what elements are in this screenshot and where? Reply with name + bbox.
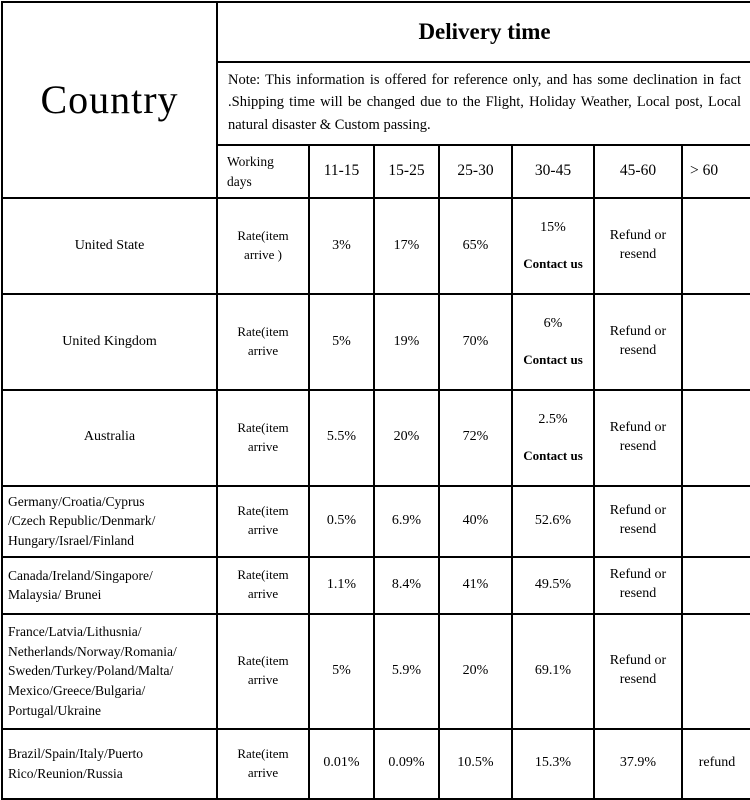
value-cell-45-60: Refund or resend — [593, 197, 683, 296]
table-row-australia: Australia Rate(item arrive 5.5% 20% 72% … — [1, 388, 750, 487]
value-cell-11-15: 0.01% — [308, 727, 375, 800]
rate-label-cell: Rate(item arrive — [216, 612, 310, 730]
value-cell-45-60: Refund or resend — [593, 293, 683, 391]
value-cell-30-45: 2.5% Contact us — [511, 388, 595, 487]
column-header-working-days: Working days — [216, 144, 310, 200]
column-header-11-15: 11-15 — [308, 144, 375, 200]
table-row-canada-group: Canada/Ireland/Singapore/ Malaysia/ Brun… — [1, 555, 750, 615]
rate-label-cell: Rate(item arrive — [216, 484, 310, 558]
contact-us-label: Contact us — [523, 447, 583, 463]
rate-label-cell: Rate(item arrive — [216, 727, 310, 800]
value-cell-15-25: 0.09% — [373, 727, 440, 800]
value-cell-25-30: 70% — [438, 293, 513, 391]
header-row-columns: Working days 11-15 15-25 25-30 30-45 45-… — [2, 144, 750, 200]
rate-label-cell: Rate(item arrive — [216, 555, 310, 615]
rate-label-cell: Rate(item arrive — [216, 388, 310, 487]
country-cell: France/Latvia/Lithusnia/ Netherlands/Nor… — [1, 612, 218, 730]
value-cell-11-15: 0.5% — [308, 484, 375, 558]
table-row-germany-group: Germany/Croatia/Cyprus /Czech Republic/D… — [1, 484, 750, 558]
value-cell-gt60 — [680, 612, 750, 730]
value-cell-15-25: 20% — [373, 388, 440, 487]
value-cell-30-45: 49.5% — [511, 555, 595, 615]
country-cell: Australia — [1, 388, 218, 487]
value-cell-gt60 — [680, 484, 750, 558]
column-header-25-30: 25-30 — [438, 144, 513, 200]
value-cell-25-30: 41% — [438, 555, 513, 615]
header-row-note: Note: This information is offered for re… — [2, 60, 750, 147]
value-cell-45-60: 37.9% — [593, 727, 683, 800]
value-cell-11-15: 5% — [308, 293, 375, 391]
value-cell-45-60: Refund or resend — [593, 555, 683, 615]
value-percent: 6% — [543, 316, 563, 332]
column-header-30-45: 30-45 — [511, 144, 595, 200]
country-cell: Germany/Croatia/Cyprus /Czech Republic/D… — [1, 484, 218, 558]
country-header: Country — [1, 0, 218, 200]
rate-label-cell: Rate(item arrive — [216, 293, 310, 391]
column-header-15-25: 15-25 — [373, 144, 440, 200]
value-cell-15-25: 5.9% — [373, 612, 440, 730]
country-cell: Canada/Ireland/Singapore/ Malaysia/ Brun… — [1, 555, 218, 615]
value-cell-15-25: 17% — [373, 197, 440, 296]
value-cell-30-45: 15.3% — [511, 727, 595, 800]
value-cell-11-15: 3% — [308, 197, 375, 296]
value-cell-11-15: 5% — [308, 612, 375, 730]
country-cell: United Kingdom — [1, 293, 218, 391]
value-cell-30-45: 69.1% — [511, 612, 595, 730]
header-row-title: Country Delivery time — [1, 0, 750, 200]
value-cell-25-30: 10.5% — [438, 727, 513, 800]
column-header-45-60: 45-60 — [593, 144, 683, 200]
country-cell: United State — [1, 197, 218, 296]
table-row-united-kingdom: United Kingdom Rate(item arrive 5% 19% 7… — [1, 293, 750, 391]
column-header-gt-60: > 60 — [680, 144, 750, 200]
value-cell-30-45: 6% Contact us — [511, 293, 595, 391]
value-cell-30-45: 52.6% — [511, 484, 595, 558]
value-percent: 2.5% — [538, 411, 568, 427]
value-percent: 15% — [540, 220, 566, 236]
contact-us-label: Contact us — [523, 352, 583, 368]
value-cell-45-60: Refund or resend — [593, 612, 683, 730]
value-cell-11-15: 5.5% — [308, 388, 375, 487]
value-cell-25-30: 40% — [438, 484, 513, 558]
value-cell-25-30: 20% — [438, 612, 513, 730]
value-cell-30-45: 15% Contact us — [511, 197, 595, 296]
value-cell-25-30: 72% — [438, 388, 513, 487]
value-cell-45-60: Refund or resend — [593, 484, 683, 558]
table-row-france-group: France/Latvia/Lithusnia/ Netherlands/Nor… — [1, 612, 750, 730]
value-cell-45-60: Refund or resend — [593, 388, 683, 487]
table-row-brazil-group: Brazil/Spain/Italy/Puerto Rico/Reunion/R… — [1, 727, 750, 800]
value-cell-15-25: 19% — [373, 293, 440, 391]
value-cell-15-25: 8.4% — [373, 555, 440, 615]
value-cell-gt60 — [680, 293, 750, 391]
value-cell-gt60: refund — [680, 727, 750, 800]
contact-us-label: Contact us — [523, 256, 583, 272]
value-cell-15-25: 6.9% — [373, 484, 440, 558]
delivery-time-title: Delivery time — [215, 1, 750, 63]
country-cell: Brazil/Spain/Italy/Puerto Rico/Reunion/R… — [1, 727, 218, 800]
value-cell-gt60 — [680, 555, 750, 615]
value-cell-25-30: 65% — [438, 197, 513, 296]
rate-label-cell: Rate(item arrive ) — [216, 197, 310, 296]
table-row-united-state: United State Rate(item arrive ) 3% 17% 6… — [1, 197, 750, 296]
note-text: Note: This information is offered for re… — [215, 60, 750, 147]
value-cell-11-15: 1.1% — [308, 555, 375, 615]
value-cell-gt60 — [680, 388, 750, 487]
value-cell-gt60 — [680, 197, 750, 296]
